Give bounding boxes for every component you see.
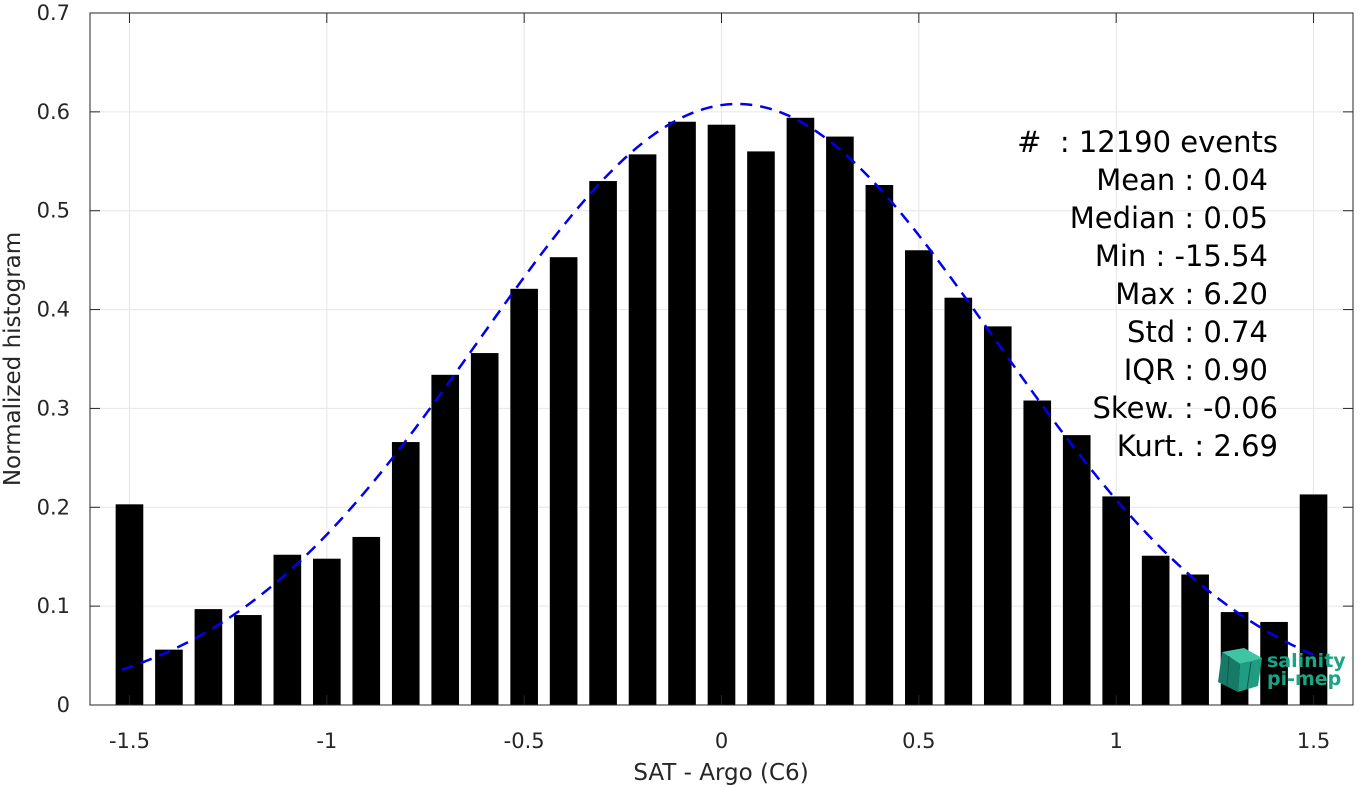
histogram-bar xyxy=(589,181,617,706)
stats-max: Max : 6.20 xyxy=(1115,277,1268,311)
histogram-bar xyxy=(905,250,933,705)
x-tick-label: -1 xyxy=(316,729,337,753)
stats-std: Std : 0.74 xyxy=(1127,315,1268,349)
histogram-bar xyxy=(470,353,499,705)
histogram-bar xyxy=(1102,496,1131,705)
histogram-bar xyxy=(786,117,815,705)
histogram-bar xyxy=(983,326,1012,705)
x-tick-label: -1.5 xyxy=(109,729,150,753)
histogram-bar xyxy=(352,536,381,705)
histogram-bar xyxy=(1023,400,1052,705)
histogram-bar xyxy=(1141,555,1170,705)
x-tick-label: -0.5 xyxy=(504,729,545,753)
x-tick-label: 1 xyxy=(1110,729,1123,753)
histogram-bar xyxy=(826,136,854,706)
histogram-bar xyxy=(155,649,183,705)
stats-kurt: Kurt. : 2.69 xyxy=(1117,429,1278,463)
logo-line2: pi-mep xyxy=(1267,668,1341,690)
stats-mean: Mean : 0.04 xyxy=(1096,163,1268,197)
y-tick-label: 0.2 xyxy=(37,495,70,519)
histogram-bar xyxy=(391,442,420,705)
histogram-bar xyxy=(115,504,144,705)
y-tick-label: 0.4 xyxy=(37,298,70,322)
histogram-bar xyxy=(194,609,223,705)
y-tick-labels: 0 0.1 0.2 0.3 0.4 0.5 0.6 0.7 xyxy=(37,1,70,717)
histogram-bar xyxy=(273,554,302,705)
x-tick-label: 1.5 xyxy=(1297,729,1330,753)
stats-skew: Skew. : -0.06 xyxy=(1092,391,1278,425)
y-tick-label: 0.3 xyxy=(37,396,70,420)
histogram-bar xyxy=(1299,494,1328,705)
histogram-bar xyxy=(747,151,775,705)
salinity-pimep-logo: salinity pi-mep xyxy=(1218,648,1346,692)
gaussian-fit-curve xyxy=(121,102,1322,671)
histogram-bar xyxy=(668,121,696,705)
y-tick-label: 0.5 xyxy=(37,199,70,223)
y-tick-label: 0.6 xyxy=(37,100,70,124)
axis-ticks xyxy=(90,12,1353,706)
y-tick-label: 0.1 xyxy=(37,594,70,618)
x-tick-label: 0 xyxy=(715,729,728,753)
histogram-bars xyxy=(115,117,1328,706)
histogram-bar xyxy=(707,124,736,706)
x-tick-label: 0.5 xyxy=(902,729,935,753)
histogram-bar xyxy=(1181,574,1209,705)
x-axis-label: SAT - Argo (C6) xyxy=(633,760,808,786)
histogram-bar xyxy=(549,257,578,705)
histogram-bar xyxy=(234,615,262,705)
y-tick-label: 0.7 xyxy=(37,1,70,25)
y-axis-label: Normalized histogram xyxy=(0,232,26,486)
histogram-bar xyxy=(628,154,657,705)
histogram-bar xyxy=(510,288,538,705)
stats-iqr: IQR : 0.90 xyxy=(1124,353,1268,387)
logo-line1: salinity xyxy=(1267,650,1346,672)
y-tick-label: 0 xyxy=(57,693,70,717)
stats-box: # : 12190 events Mean : 0.04 Median : 0.… xyxy=(1017,125,1278,463)
stats-events: # : 12190 events xyxy=(1017,125,1278,159)
histogram-bar xyxy=(431,374,460,705)
histogram-bar xyxy=(944,297,973,705)
histogram-bar xyxy=(1062,435,1091,705)
histogram-bar xyxy=(312,558,341,705)
stats-median: Median : 0.05 xyxy=(1070,201,1268,235)
histogram-bar xyxy=(865,185,894,706)
stats-min: Min : -15.54 xyxy=(1095,239,1268,273)
logo-cube-icon xyxy=(1218,648,1262,692)
x-tick-labels: -1.5 -1 -0.5 0 0.5 1 1.5 xyxy=(109,729,1330,753)
